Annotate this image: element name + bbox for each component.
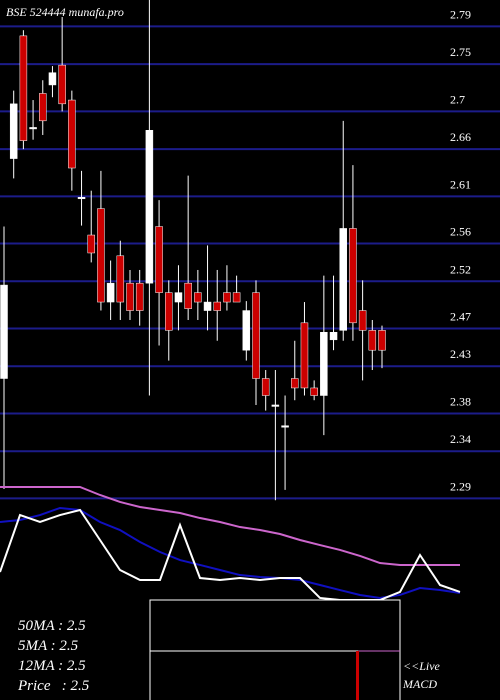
y-tick-label: 2.43 xyxy=(450,347,471,361)
ma50-label: 50MA : 2.5 xyxy=(18,618,86,634)
candle-body xyxy=(48,72,57,86)
chart-title: BSE 524444 munafa.pro xyxy=(6,5,124,19)
candle-body xyxy=(29,127,37,130)
candle-body xyxy=(252,292,260,379)
candle-body xyxy=(58,64,66,105)
candle-body xyxy=(145,130,154,284)
candle-body xyxy=(9,103,18,159)
candle-body xyxy=(68,99,76,169)
candle-body xyxy=(135,282,144,311)
candle-body xyxy=(378,330,386,351)
indicator-line xyxy=(0,508,461,601)
indicator-panel xyxy=(0,485,461,601)
price-panel: 2.79 2.75 2.7 2.66 2.61 2.56 2.52 2.47 2.43 2.38 2… xyxy=(0,0,500,501)
candle-body xyxy=(19,35,28,141)
candle-body xyxy=(194,292,202,303)
candle-body xyxy=(126,282,134,311)
candle-body xyxy=(358,310,367,331)
candle-body xyxy=(184,282,192,309)
macd-bar xyxy=(356,651,359,700)
y-tick-label: 2.34 xyxy=(450,432,471,446)
y-tick-label: 2.47 xyxy=(450,309,471,323)
candle-body xyxy=(310,387,318,396)
y-tick-label: 2.79 xyxy=(450,7,471,21)
price-label: Price : 2.5 xyxy=(17,678,90,694)
live-link[interactable]: <<Live xyxy=(403,659,441,673)
y-tick-label: 2.7 xyxy=(450,92,465,106)
candle-body xyxy=(116,255,125,303)
y-tick-label: 2.29 xyxy=(450,479,471,493)
ma5-label: 5MA : 2.5 xyxy=(18,638,79,654)
candle-body xyxy=(329,332,338,341)
macd-label: MACD xyxy=(402,677,437,691)
macd-box xyxy=(149,599,401,700)
candle-body xyxy=(281,425,289,428)
candle-body xyxy=(271,404,280,407)
y-tick-label: 2.75 xyxy=(450,45,471,59)
y-tick-label: 2.38 xyxy=(450,394,471,408)
candle-body xyxy=(232,292,241,303)
candle-body xyxy=(261,378,270,396)
candle-body xyxy=(242,310,251,351)
candle-body xyxy=(155,226,163,293)
indicator-line xyxy=(0,485,460,566)
candle-body xyxy=(87,234,95,254)
candle-body xyxy=(0,284,8,379)
candle-body xyxy=(223,292,231,303)
y-tick-label: 2.56 xyxy=(450,225,471,239)
candle-body xyxy=(339,228,347,331)
candle-body xyxy=(165,292,173,331)
candle-body xyxy=(203,301,212,311)
y-tick-label: 2.66 xyxy=(450,130,471,144)
candle-body xyxy=(368,330,377,351)
candle-body xyxy=(77,197,86,200)
candle-body xyxy=(291,378,299,389)
candle-body xyxy=(349,228,357,324)
candle-body xyxy=(106,282,115,303)
candle-body xyxy=(320,332,328,396)
y-tick-label: 2.61 xyxy=(450,177,471,191)
y-tick-label: 2.52 xyxy=(450,262,471,276)
candle-body xyxy=(39,93,47,122)
candle-body xyxy=(174,292,183,303)
candle-body xyxy=(97,208,105,303)
candle-body xyxy=(213,301,221,311)
ma12-label: 12MA : 2.5 xyxy=(18,658,86,674)
indicator-line xyxy=(0,506,461,599)
candle-body xyxy=(300,322,309,389)
